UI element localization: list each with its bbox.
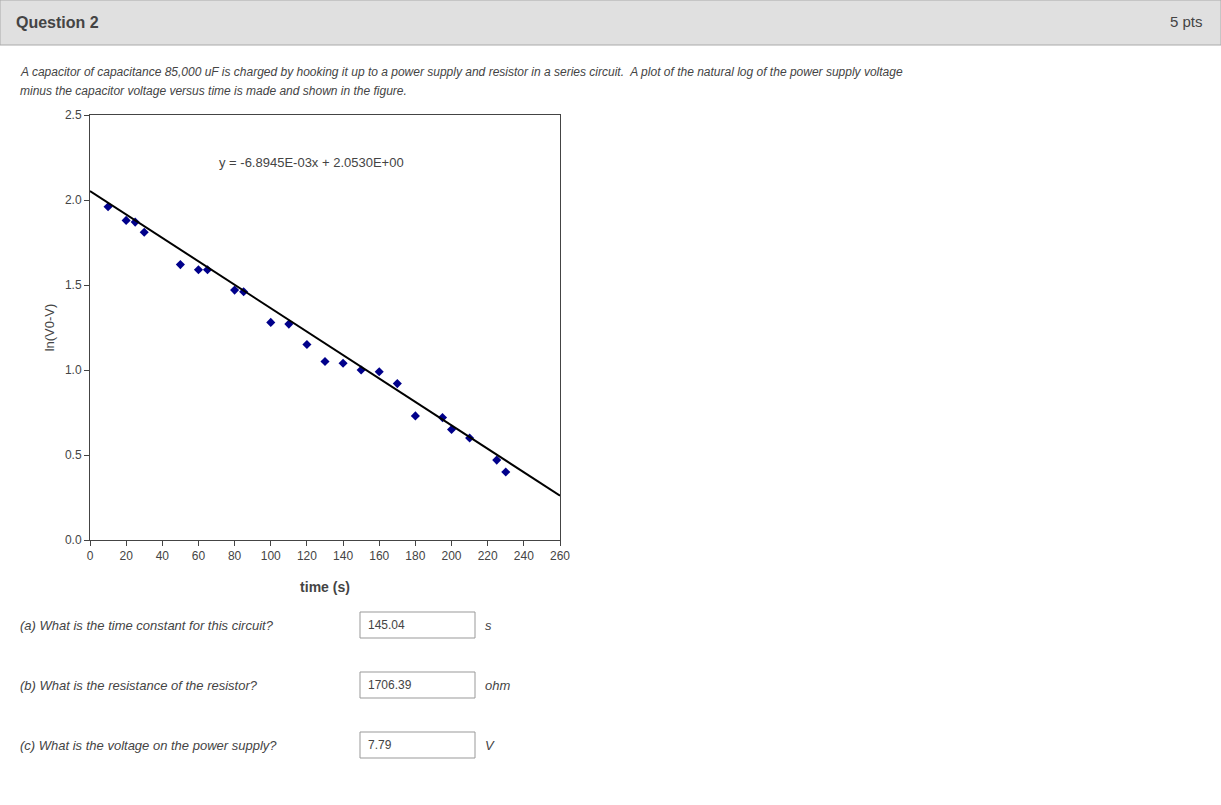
svg-text:7.79: 7.79 xyxy=(368,738,392,752)
svg-text:120: 120 xyxy=(297,549,317,563)
svg-text:(c) What is the voltage on the: (c) What is the voltage on the power sup… xyxy=(20,738,277,753)
svg-text:5 pts: 5 pts xyxy=(1170,13,1203,30)
svg-text:Question 2: Question 2 xyxy=(16,14,99,31)
svg-text:0.5: 0.5 xyxy=(65,448,82,462)
svg-text:180: 180 xyxy=(405,549,425,563)
svg-text:A capacitor of capacitance 85,: A capacitor of capacitance 85,000 uF is … xyxy=(20,65,903,79)
svg-text:260: 260 xyxy=(550,549,570,563)
svg-text:240: 240 xyxy=(514,549,534,563)
svg-text:20: 20 xyxy=(119,549,133,563)
svg-text:ohm: ohm xyxy=(485,678,510,693)
svg-text:minus the capacitor voltage ve: minus the capacitor voltage versus time … xyxy=(20,84,407,98)
svg-text:(a) What is the time constant: (a) What is the time constant for this c… xyxy=(20,618,274,633)
svg-text:100: 100 xyxy=(261,549,281,563)
svg-text:220: 220 xyxy=(478,549,498,563)
svg-text:y = -6.8945E-03x + 2.0530E+00: y = -6.8945E-03x + 2.0530E+00 xyxy=(219,155,404,170)
svg-text:1.5: 1.5 xyxy=(65,278,82,292)
svg-text:145.04: 145.04 xyxy=(368,618,405,632)
svg-text:60: 60 xyxy=(192,549,206,563)
svg-text:ln(V0-V): ln(V0-V) xyxy=(42,304,57,352)
svg-text:160: 160 xyxy=(369,549,389,563)
svg-text:40: 40 xyxy=(156,549,170,563)
svg-text:V: V xyxy=(485,738,495,753)
svg-text:80: 80 xyxy=(228,549,242,563)
svg-text:(b) What is the resistance of: (b) What is the resistance of the resist… xyxy=(20,678,258,693)
svg-text:0: 0 xyxy=(87,549,94,563)
svg-text:2.0: 2.0 xyxy=(65,193,82,207)
svg-text:1.0: 1.0 xyxy=(65,363,82,377)
svg-text:s: s xyxy=(485,618,492,633)
svg-text:2.5: 2.5 xyxy=(65,108,82,122)
svg-text:1706.39: 1706.39 xyxy=(368,678,412,692)
svg-text:200: 200 xyxy=(442,549,462,563)
svg-text:140: 140 xyxy=(333,549,353,563)
svg-text:0.0: 0.0 xyxy=(65,533,82,547)
svg-text:time (s): time (s) xyxy=(300,579,350,595)
